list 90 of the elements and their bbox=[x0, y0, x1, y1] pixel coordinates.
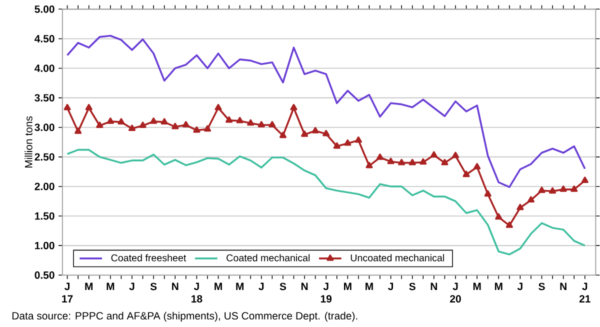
x-tick-label: S bbox=[538, 282, 545, 290]
point bbox=[139, 122, 146, 128]
x-tick-label: J bbox=[258, 282, 264, 290]
point bbox=[118, 118, 125, 124]
x-tick-label: M bbox=[494, 282, 502, 290]
point bbox=[204, 125, 212, 132]
y-tick-label: 3.50 bbox=[34, 94, 54, 102]
line-series bbox=[66, 34, 586, 188]
point bbox=[581, 176, 588, 183]
point bbox=[193, 126, 200, 133]
point bbox=[85, 104, 92, 110]
point bbox=[226, 116, 233, 123]
point bbox=[74, 127, 82, 134]
x-tick-label: N bbox=[172, 282, 178, 290]
x-tick-label: J 18 bbox=[192, 282, 202, 302]
y-tick-label: 2.00 bbox=[34, 182, 54, 190]
point bbox=[549, 187, 556, 194]
point bbox=[279, 132, 286, 138]
point bbox=[301, 130, 308, 137]
point bbox=[268, 120, 276, 128]
point bbox=[344, 139, 352, 146]
point bbox=[333, 142, 340, 149]
y-tick-label: 1.50 bbox=[35, 212, 54, 220]
x-tick-label: J 20 bbox=[450, 282, 461, 302]
point bbox=[376, 153, 384, 160]
point bbox=[538, 186, 546, 193]
point bbox=[128, 124, 136, 131]
x-tick-label: M bbox=[473, 282, 481, 290]
x-tick-label: M bbox=[106, 282, 114, 290]
point bbox=[172, 122, 179, 130]
y-tick-label: 4.00 bbox=[34, 64, 54, 72]
point bbox=[214, 104, 222, 110]
point bbox=[160, 118, 168, 124]
point bbox=[290, 104, 298, 110]
point bbox=[430, 151, 438, 158]
legend-label: Coated mechanical bbox=[226, 254, 310, 262]
point bbox=[452, 152, 460, 158]
x-tick-label: J 17 bbox=[62, 282, 73, 302]
x-tick-label: J bbox=[388, 282, 393, 290]
point bbox=[354, 136, 362, 143]
x-tick-label: J 19 bbox=[320, 282, 332, 302]
x-tick-label: M bbox=[344, 282, 352, 290]
point bbox=[484, 190, 492, 196]
legend-label: Uncoated mechanical bbox=[350, 254, 444, 262]
x-tick-label: S bbox=[150, 282, 157, 290]
x-tick-label: J 21 bbox=[579, 282, 590, 302]
x-tick-label: M bbox=[85, 282, 93, 290]
point bbox=[506, 221, 513, 228]
point bbox=[474, 162, 481, 170]
y-tick-label: 1.00 bbox=[35, 242, 54, 250]
y-axis-title: Million tons bbox=[24, 116, 32, 168]
y-tick-label: 3.00 bbox=[34, 124, 54, 132]
point bbox=[312, 126, 319, 134]
point bbox=[236, 116, 244, 124]
point bbox=[247, 119, 254, 126]
point bbox=[527, 196, 535, 202]
x-tick-label: S bbox=[409, 282, 416, 290]
y-tick-label: 0.50 bbox=[34, 271, 54, 279]
point bbox=[64, 104, 71, 110]
y-tick-label: 2.50 bbox=[34, 153, 54, 161]
x-tick-label: M bbox=[214, 282, 222, 290]
legend-label: Coated freesheet bbox=[111, 254, 186, 262]
point bbox=[495, 213, 502, 220]
point bbox=[96, 122, 104, 128]
source-note: Data source: PPPC and AF&PA (shipments), US Commerce Dept. (trade). bbox=[12, 312, 358, 322]
point bbox=[560, 185, 567, 192]
point bbox=[398, 158, 406, 166]
point bbox=[322, 130, 330, 136]
x-tick-label: S bbox=[280, 282, 286, 290]
x-tick-label: M bbox=[366, 282, 373, 290]
point bbox=[106, 117, 114, 124]
x-tick-label: N bbox=[430, 282, 438, 290]
point bbox=[516, 204, 524, 210]
x-tick-label: N bbox=[560, 282, 566, 290]
point bbox=[366, 162, 373, 168]
x-tick-label: J bbox=[517, 282, 522, 290]
point bbox=[182, 120, 190, 128]
y-tick-label: 4.50 bbox=[34, 34, 54, 42]
x-tick-label: N bbox=[301, 282, 308, 290]
point bbox=[570, 185, 578, 192]
x-tick-label: M bbox=[236, 282, 244, 290]
point bbox=[387, 158, 394, 164]
y-tick-label: 5.00 bbox=[34, 5, 54, 13]
point bbox=[258, 120, 265, 128]
x-tick-label: J bbox=[129, 282, 134, 290]
point bbox=[420, 158, 427, 165]
point bbox=[408, 158, 416, 166]
point bbox=[150, 117, 158, 124]
point bbox=[462, 170, 470, 177]
point bbox=[441, 158, 448, 166]
